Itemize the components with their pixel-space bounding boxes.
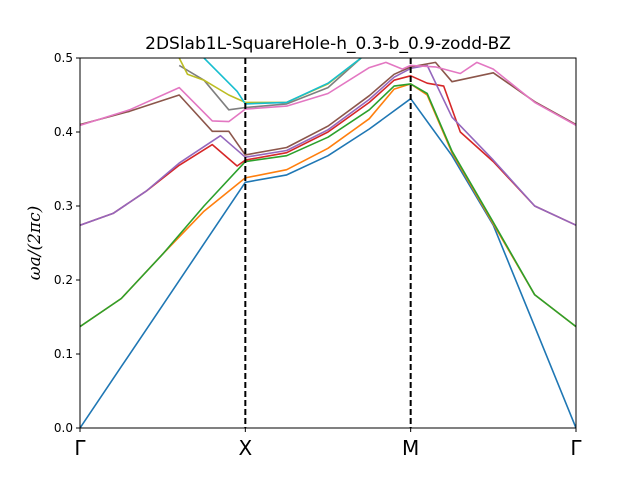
plot-frame: [79, 57, 577, 429]
band-series-6: [80, 61, 576, 156]
y-tick-label: 0.5: [54, 51, 73, 65]
band-series-5: [80, 64, 576, 226]
series-layer: [80, 58, 576, 428]
x-tick-label: Γ: [74, 436, 86, 460]
chart-title: 2DSlab1L-SquareHole-h_0.3-b_0.9-zodd-BZ: [145, 34, 511, 54]
band-series-10: [203, 58, 362, 105]
y-tick-label: 0.1: [54, 347, 73, 361]
x-tick-label: X: [238, 436, 252, 460]
band-series-7: [80, 61, 576, 127]
y-axis-ticks: 0.0 0.1 0.2 0.3 0.4 0.5: [54, 51, 80, 435]
x-tick-label: Γ: [570, 436, 582, 460]
y-axis-label: ωa/(2πc): [25, 206, 45, 281]
y-tick-label: 0.4: [54, 125, 73, 139]
band-series-3: [80, 83, 576, 328]
y-tick-label: 0.2: [54, 273, 73, 287]
y-tick-label: 0.3: [54, 199, 73, 213]
x-tick-label: M: [402, 436, 419, 460]
band-series-9: [178, 58, 362, 104]
y-tick-label: 0.0: [54, 421, 73, 435]
band-series-2: [80, 83, 576, 328]
band-series-4: [80, 75, 576, 226]
symmetry-lines: [244, 58, 412, 428]
